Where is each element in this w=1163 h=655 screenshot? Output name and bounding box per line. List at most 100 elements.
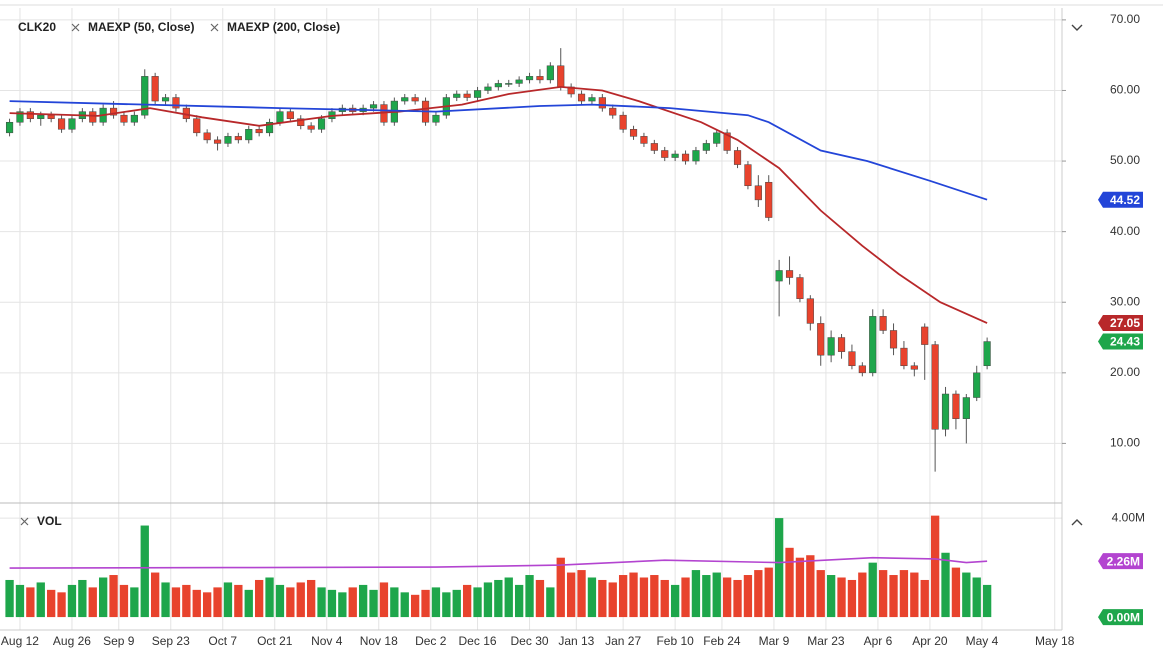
candle-body — [494, 83, 502, 88]
candle-body — [921, 326, 929, 345]
remove-icon[interactable] — [20, 517, 29, 526]
volume-bar — [972, 577, 981, 618]
expand-icon[interactable] — [1071, 519, 1083, 526]
volume-bar — [629, 572, 638, 618]
volume-bar — [78, 579, 87, 618]
candle-body — [650, 143, 658, 151]
volume-bar — [514, 584, 524, 618]
candle-body — [5, 121, 14, 134]
axis-layer: Aug 12 Aug 26 Sep 9 Sep 23 Oct 7 Oct 21 Nov 4 N… — [1, 12, 1145, 648]
remove-icon[interactable] — [210, 23, 219, 32]
volume-bar — [722, 577, 732, 618]
volume-bar — [639, 577, 649, 618]
volume-bar — [878, 570, 888, 618]
candle-body — [224, 136, 232, 144]
candle-body — [931, 344, 939, 430]
candle-body — [879, 316, 887, 331]
x-tick-label: Dec 2 — [415, 634, 447, 648]
volume-bar — [46, 589, 56, 618]
candle-body — [255, 129, 263, 134]
candle-body — [723, 132, 731, 151]
y-tick-label: 20.00 — [1110, 365, 1140, 379]
x-tick-label: Apr 20 — [912, 634, 948, 648]
value-tag-label: 2.26M — [1107, 554, 1140, 568]
volume-bar — [774, 518, 784, 618]
volume-bar — [650, 575, 659, 618]
value-tag — [1098, 315, 1143, 332]
candle-body — [671, 153, 679, 158]
x-tick-label: Aug 26 — [53, 634, 91, 648]
candle-body — [463, 93, 471, 98]
volume-bar — [837, 577, 846, 618]
candle-body — [109, 107, 118, 116]
volume-bar — [535, 579, 545, 618]
volume-bar — [296, 582, 305, 618]
legend-volume: VOL — [37, 514, 62, 528]
candle-body — [276, 111, 284, 123]
volume-bar — [234, 584, 243, 618]
candle-body — [161, 97, 170, 102]
volume-bar — [608, 582, 617, 618]
candle-body — [213, 139, 222, 144]
x-tick-label: Mar 9 — [759, 634, 790, 648]
candle-body — [775, 270, 783, 282]
volume-bar — [130, 587, 139, 618]
candle-body — [785, 270, 794, 278]
candle-body — [401, 97, 409, 102]
value-tag — [1098, 609, 1143, 626]
candle-body — [588, 97, 596, 102]
volume-bar — [223, 582, 233, 618]
volume-bar — [868, 562, 877, 618]
volume-bar — [764, 567, 773, 618]
remove-icon[interactable] — [71, 23, 80, 32]
volume-bar — [57, 592, 66, 618]
x-tick-label: May 4 — [966, 634, 999, 648]
candle-body — [89, 111, 97, 123]
volume-bar — [525, 575, 534, 618]
candle-body — [983, 341, 991, 367]
volume-bar — [826, 575, 836, 618]
volume-bar — [265, 577, 274, 618]
collapse-icon[interactable] — [1071, 24, 1083, 31]
volume-bar — [618, 575, 628, 618]
candle-body — [869, 316, 877, 374]
volume-bar — [473, 587, 482, 618]
volume-bar — [182, 584, 191, 618]
x-tick-label: Nov 18 — [360, 634, 398, 648]
volume-bar — [962, 572, 971, 618]
x-tick-label: Oct 7 — [208, 634, 237, 648]
value-tag — [1098, 333, 1143, 350]
candle-body — [536, 76, 544, 81]
volume-bar — [577, 570, 586, 618]
candle-body — [68, 118, 76, 130]
x-tick-label: Nov 4 — [311, 634, 343, 648]
volume-bar — [795, 557, 805, 618]
y-tick-label: 40.00 — [1110, 224, 1140, 238]
candle-body — [473, 90, 482, 98]
symbol-label: CLK20 — [18, 20, 56, 34]
value-tag-label: 44.52 — [1110, 193, 1140, 207]
candle-body — [744, 164, 752, 187]
volume-bar — [670, 584, 680, 618]
candle-body — [16, 111, 24, 123]
volume-average-line — [9, 556, 988, 569]
volume-bar — [140, 525, 149, 618]
volume-bar — [930, 515, 940, 618]
volume-bar — [254, 579, 264, 618]
candle-body — [848, 351, 856, 367]
volume-bar — [691, 570, 701, 618]
volume-bar — [244, 589, 253, 618]
candle-body — [765, 181, 773, 218]
candle-body — [546, 65, 554, 81]
y-tick-label: 50.00 — [1110, 153, 1140, 167]
volume-bar — [681, 577, 690, 618]
candle-body — [952, 393, 960, 419]
candle-body — [47, 114, 55, 119]
volume-bar — [566, 572, 576, 618]
volume-bar — [951, 567, 961, 618]
value-tag-label: 27.05 — [1110, 316, 1140, 330]
volume-bar — [5, 579, 14, 618]
candle-body — [151, 76, 159, 102]
